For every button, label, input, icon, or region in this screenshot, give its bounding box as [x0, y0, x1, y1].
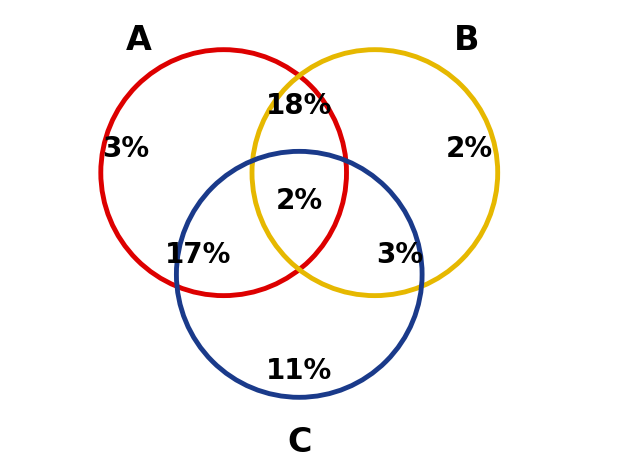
Text: 3%: 3%: [377, 241, 423, 270]
Text: 11%: 11%: [266, 357, 333, 385]
Text: 2%: 2%: [276, 187, 323, 215]
Text: C: C: [287, 426, 311, 459]
Text: 3%: 3%: [103, 135, 149, 163]
Text: B: B: [454, 24, 479, 57]
Text: 2%: 2%: [446, 135, 493, 163]
Text: 18%: 18%: [266, 92, 333, 121]
Text: 17%: 17%: [165, 241, 232, 270]
Text: A: A: [125, 24, 152, 57]
